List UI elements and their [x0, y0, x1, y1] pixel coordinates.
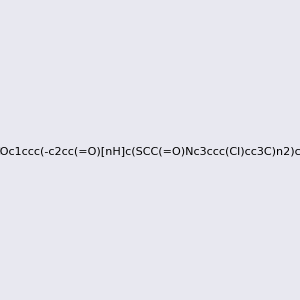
- Text: COc1ccc(-c2cc(=O)[nH]c(SCC(=O)Nc3ccc(Cl)cc3C)n2)cc1: COc1ccc(-c2cc(=O)[nH]c(SCC(=O)Nc3ccc(Cl)…: [0, 146, 300, 157]
